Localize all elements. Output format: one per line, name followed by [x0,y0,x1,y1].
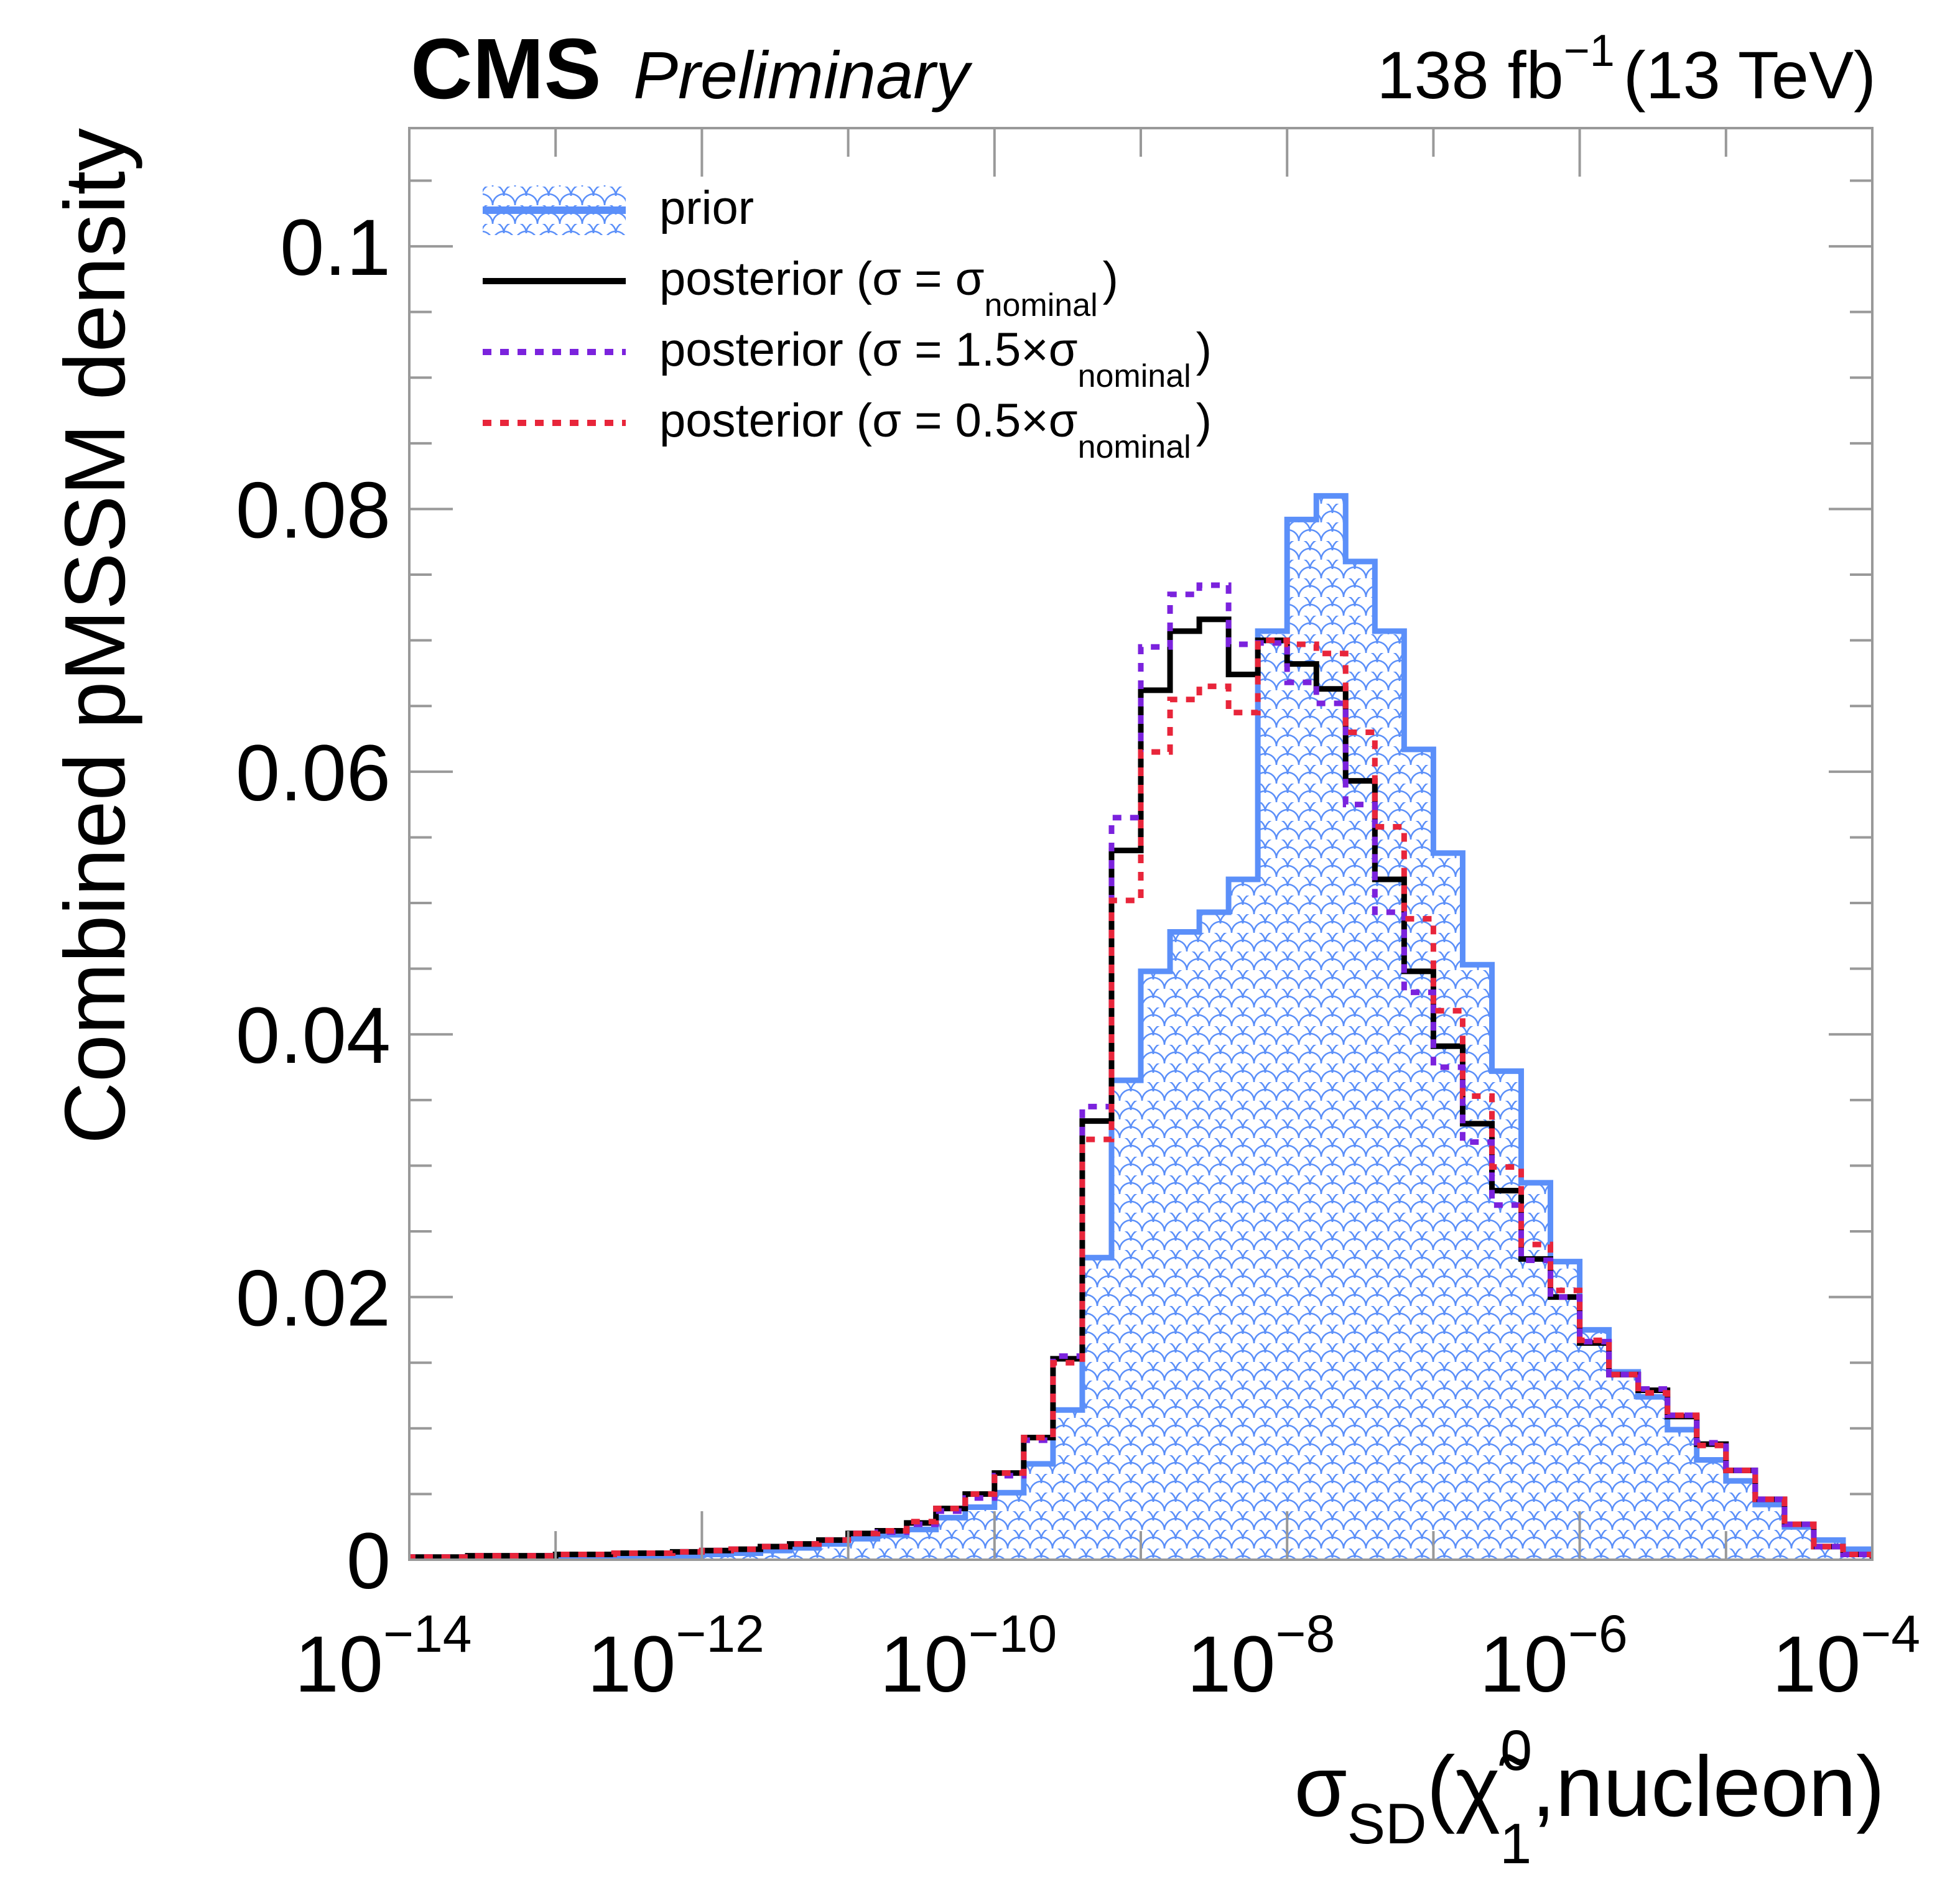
x-title-chi-sub: 1 [1500,1812,1531,1876]
legend-label-tail: ) [1103,252,1118,305]
x-tick-label: 10−12 [587,1604,764,1709]
x-tick-base: 10 [295,1620,383,1709]
x-tick-base: 10 [587,1620,676,1709]
x-tick-exponent: −10 [968,1604,1057,1663]
axis-tick-labels: 00.020.040.060.080.110−14 10−12 10−10 10−8 1… [236,203,1920,1709]
y-tick-label: 0.04 [236,991,391,1080]
legend-label: posterior (σ = 1.5×σnominal) [659,323,1212,394]
legend-label-main: posterior (σ = 1.5×σ [659,323,1078,376]
y-tick-label: 0 [346,1517,391,1606]
x-title-sigma: σ [1294,1739,1347,1835]
legend-label-tail: ) [1196,394,1212,447]
legend-label: posterior (σ = σnominal) [659,252,1118,323]
x-title-paren: ( [1427,1739,1456,1835]
legend-label-main: posterior (σ = σ [659,252,985,305]
y-tick-label: 0.06 [236,729,391,818]
x-title-sub: SD [1347,1792,1427,1856]
cms-label: CMS [411,21,601,117]
legend-label-main: prior [659,182,754,234]
x-tick-exponent: −14 [383,1604,472,1663]
x-tick-base: 10 [880,1620,968,1709]
x-tick-label: 10−4 [1772,1604,1920,1709]
legend-label-main: posterior (σ = 0.5×σ [659,394,1078,447]
x-tick-exponent: −4 [1860,1604,1920,1663]
energy-value: (13 TeV) [1623,37,1876,113]
x-tick-exponent: −8 [1275,1604,1335,1663]
x-tick-exponent: −12 [676,1604,764,1663]
x-title-rest: ,nucleon) [1531,1739,1885,1835]
legend-label-sub: nominal [1078,429,1191,465]
legend-label-sub: nominal [985,287,1098,323]
x-tick-label: 10−10 [880,1604,1057,1709]
y-tick-label: 0.1 [280,203,391,292]
legend-label: posterior (σ = 0.5×σnominal) [659,394,1212,465]
y-axis-title: Combined pMSSM density [47,128,143,1144]
x-axis-title: σSD(χ̃0 1,nucleon) [1294,1719,1885,1876]
lumi-label: 138 fb−1 (13 TeV) [1377,26,1876,113]
x-tick-label: 10−14 [295,1604,472,1709]
x-title-chi-sup: 0 [1500,1719,1532,1782]
x-tick-label: 10−6 [1480,1604,1628,1709]
histogram-layer [409,493,1872,1560]
x-tick-base: 10 [1187,1620,1275,1709]
y-tick-label: 0.02 [236,1254,391,1343]
x-tick-exponent: −6 [1568,1604,1628,1663]
series-line-0 [409,493,1872,1560]
axis-ticks [408,128,1874,1561]
lumi-value: 138 fb [1377,37,1563,113]
x-tick-base: 10 [1480,1620,1568,1709]
legend-label-tail: ) [1196,323,1212,376]
legend-label-sub: nominal [1078,358,1191,394]
y-tick-label: 0.08 [236,466,391,555]
x-tick-label: 10−8 [1187,1604,1335,1709]
legend-label: prior [659,182,754,234]
lumi-exponent: −1 [1564,26,1615,76]
preliminary-label: Preliminary [633,37,973,113]
x-tick-base: 10 [1772,1620,1860,1709]
